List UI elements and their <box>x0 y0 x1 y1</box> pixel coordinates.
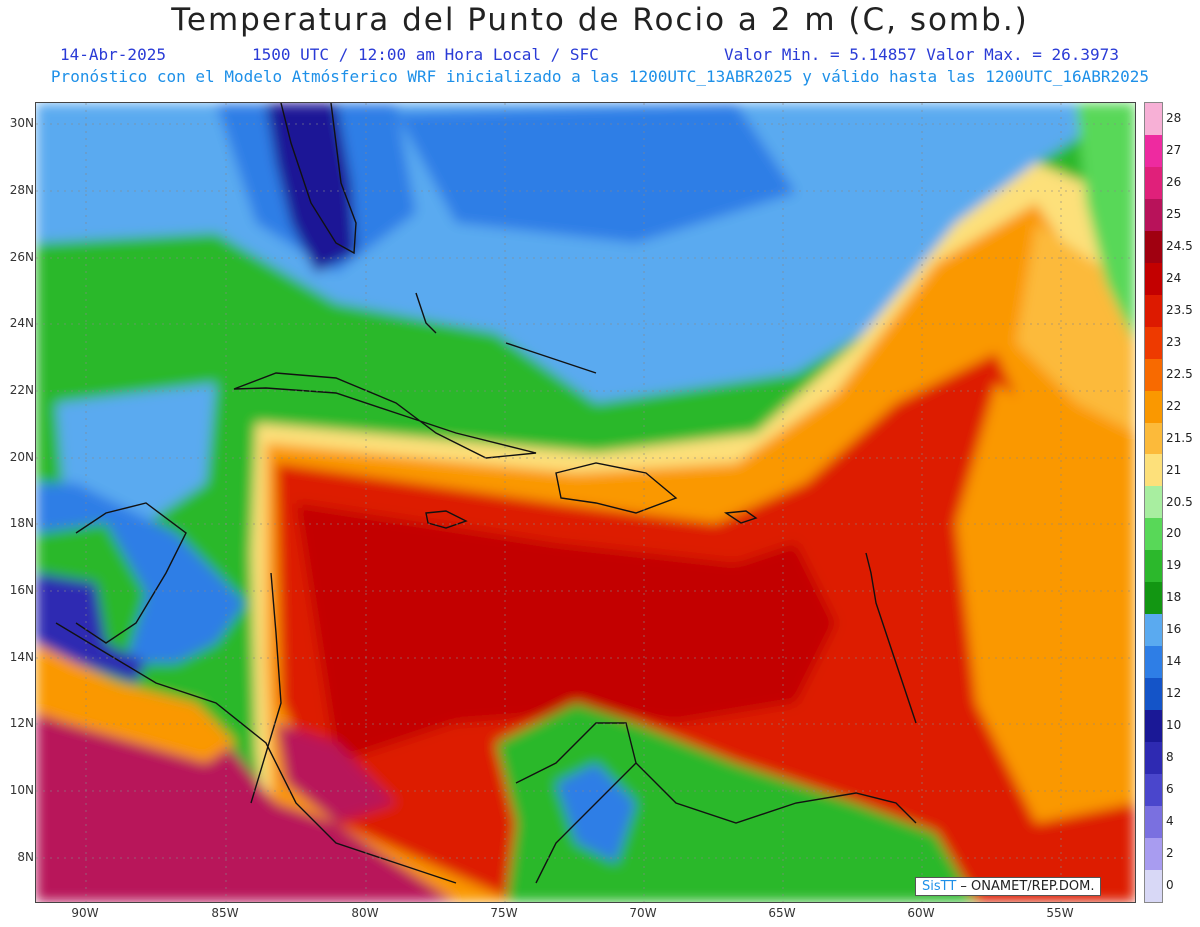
color-scale-label: 24 <box>1166 270 1182 285</box>
color-scale-label: 14 <box>1166 654 1182 669</box>
color-scale-cell <box>1145 710 1162 743</box>
color-scale-label: 19 <box>1166 558 1182 573</box>
lon-label-55w: 55W <box>1046 906 1074 920</box>
color-scale-cell <box>1145 550 1162 583</box>
color-scale-label: 2 <box>1166 846 1174 861</box>
lat-label-22n: 22N <box>9 383 34 397</box>
color-scale-label: 21.5 <box>1166 430 1193 445</box>
map-canvas <box>36 103 1135 902</box>
lat-label-14n: 14N <box>9 650 34 664</box>
color-scale-cell <box>1145 518 1162 551</box>
lon-label-85w: 85W <box>211 906 239 920</box>
dewpoint-map <box>35 102 1136 903</box>
color-scale-cell <box>1145 166 1162 199</box>
color-scale-label: 22.5 <box>1166 366 1193 381</box>
color-scale-label: 0 <box>1166 878 1174 893</box>
valid-time: 1500 UTC / 12:00 am Hora Local / SFC <box>252 45 599 64</box>
color-scale-cell <box>1145 230 1162 263</box>
model-info: Pronóstico con el Modelo Atmósferico WRF… <box>50 67 1150 86</box>
color-scale-label: 21 <box>1166 462 1182 477</box>
color-scale-label: 26 <box>1166 174 1182 189</box>
color-scale-cell <box>1145 422 1162 455</box>
color-scale-cell <box>1145 134 1162 167</box>
lon-label-90w: 90W <box>71 906 99 920</box>
sistt-logo: SisTT <box>922 879 957 894</box>
color-scale-cell <box>1145 390 1162 423</box>
lat-label-18n: 18N <box>9 516 34 530</box>
color-scale-label: 20.5 <box>1166 494 1193 509</box>
color-scale-cell <box>1145 678 1162 711</box>
color-scale-label: 10 <box>1166 718 1182 733</box>
color-scale-label: 16 <box>1166 622 1182 637</box>
color-scale-label: 23.5 <box>1166 302 1193 317</box>
color-scale-cell <box>1145 486 1162 519</box>
color-scale-label: 24.5 <box>1166 238 1193 253</box>
valid-date: 14-Abr-2025 <box>60 45 166 64</box>
color-scale-cell <box>1145 454 1162 487</box>
color-scale-cell <box>1145 646 1162 679</box>
color-scale-cell <box>1145 869 1162 902</box>
color-scale-cell <box>1145 614 1162 647</box>
color-scale-cell <box>1145 582 1162 615</box>
lat-label-26n: 26N <box>9 250 34 264</box>
color-scale-label: 28 <box>1166 110 1182 125</box>
color-scale-cell <box>1145 358 1162 391</box>
lat-label-12n: 12N <box>9 716 34 730</box>
lat-label-20n: 20N <box>9 450 34 464</box>
lat-label-24n: 24N <box>9 316 34 330</box>
lon-label-60w: 60W <box>907 906 935 920</box>
color-scale-label: 22 <box>1166 398 1182 413</box>
map-title: Temperatura del Punto de Rocio a 2 m (C,… <box>171 2 1029 38</box>
credit-box: SisTT – ONAMET/REP.DOM. <box>915 877 1102 896</box>
color-scale-label: 4 <box>1166 814 1174 829</box>
color-scale-cell <box>1145 103 1162 135</box>
color-scale-cell <box>1145 198 1162 231</box>
color-scale-cell <box>1145 742 1162 775</box>
color-scale-cell <box>1145 326 1162 359</box>
lat-label-30n: 30N <box>9 116 34 130</box>
color-scale-cell <box>1145 837 1162 870</box>
color-scale-cell <box>1145 805 1162 838</box>
min-max-values: Valor Min. = 5.14857 Valor Max. = 26.397… <box>724 45 1119 64</box>
color-scale-label: 20 <box>1166 526 1182 541</box>
color-scale-cell <box>1145 262 1162 295</box>
color-scale-label: 6 <box>1166 782 1174 797</box>
lon-label-75w: 75W <box>490 906 518 920</box>
color-scale-cell <box>1145 774 1162 806</box>
lon-label-65w: 65W <box>768 906 796 920</box>
color-scale-label: 23 <box>1166 334 1182 349</box>
color-scale-label: 12 <box>1166 686 1182 701</box>
lon-label-70w: 70W <box>629 906 657 920</box>
lat-label-8n: 8N <box>17 850 34 864</box>
color-scale-label: 25 <box>1166 206 1182 221</box>
color-scale-cell <box>1145 294 1162 327</box>
color-scale-bar <box>1144 102 1163 903</box>
lat-label-28n: 28N <box>9 183 34 197</box>
color-scale-label: 18 <box>1166 590 1182 605</box>
lat-label-16n: 16N <box>9 583 34 597</box>
color-scale-label: 27 <box>1166 142 1182 157</box>
credit-text: – ONAMET/REP.DOM. <box>956 879 1095 894</box>
lon-label-80w: 80W <box>351 906 379 920</box>
color-scale-label: 8 <box>1166 750 1174 765</box>
lat-label-10n: 10N <box>9 783 34 797</box>
